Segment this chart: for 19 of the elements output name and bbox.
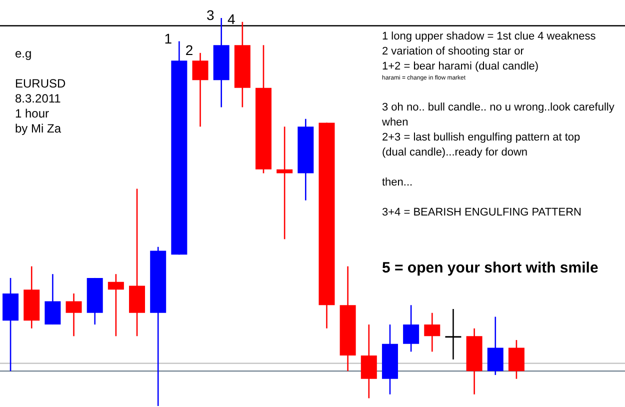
candlestick (192, 52, 208, 128)
candlestick (66, 292, 82, 337)
candlestick (508, 339, 524, 380)
candlestick (108, 273, 124, 337)
text: 3 (206, 7, 214, 23)
text: 1 (164, 30, 172, 46)
candlestick (424, 312, 440, 352)
candlestick (403, 304, 420, 352)
text: 3 oh no.. bull candle.. no u wrong..look carefully when 2+3 = last bullish engulfing pattern at top (dual candle)...ready for down then... 3+4 = BEARISH ENGULFING PATTERN (382, 102, 614, 218)
annotation: 5 = open your short with smile (382, 260, 598, 276)
candlestick (360, 324, 377, 399)
candlestick (276, 126, 293, 240)
text: e.g EURUSD 8.3.2011 1 hour by Mi Za (15, 46, 66, 136)
text: 4 (228, 10, 236, 27)
candlestick (44, 273, 61, 326)
candlestick (487, 316, 504, 376)
candlestick (445, 308, 462, 360)
annotation: 1 long upper shadow = 1st clue 4 weakness 2 variation of shooting star or 1+2 = bear harami (dual candle) (382, 30, 596, 72)
text: 2 (185, 42, 194, 58)
